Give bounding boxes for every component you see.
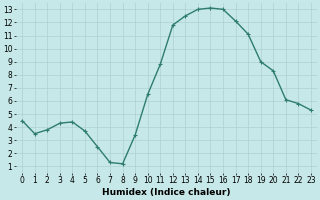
X-axis label: Humidex (Indice chaleur): Humidex (Indice chaleur) [102, 188, 231, 197]
